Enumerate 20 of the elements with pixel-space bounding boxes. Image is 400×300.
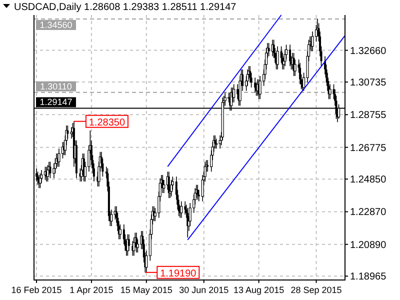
y-tick-label: 1.28755 <box>350 110 387 122</box>
ref-line-label: 1.34560 <box>40 20 72 30</box>
x-tick-label: 30 Jun 2015 <box>179 285 229 295</box>
y-tick-label: 1.20890 <box>350 240 387 251</box>
chart-title: USDCAD,Daily 1.28608 1.29383 1.28511 1.29147 <box>14 2 237 13</box>
x-tick-label: 1 Apr 2015 <box>70 285 114 295</box>
y-tick-label: 1.26775 <box>350 142 387 154</box>
x-tick-label: 28 Sep 2015 <box>290 285 342 295</box>
x-tick-label: 13 Aug 2015 <box>234 285 284 295</box>
y-tick-label: 1.18965 <box>350 272 387 283</box>
x-tick-label: 15 May 2015 <box>120 285 172 295</box>
y-tick-label: 1.22870 <box>350 207 387 218</box>
y-tick-label: 1.32660 <box>350 46 387 57</box>
ref-line-label: 1.30110 <box>40 81 72 92</box>
y-tick-label: 1.30735 <box>350 78 387 89</box>
ref-line-label: 1.29147 <box>40 97 72 108</box>
annotation: 1.19190 <box>160 268 197 280</box>
annotation: 1.28350 <box>88 117 126 128</box>
x-tick-label: 16 Feb 2015 <box>11 285 62 295</box>
y-tick-label: 1.24850 <box>350 174 387 186</box>
